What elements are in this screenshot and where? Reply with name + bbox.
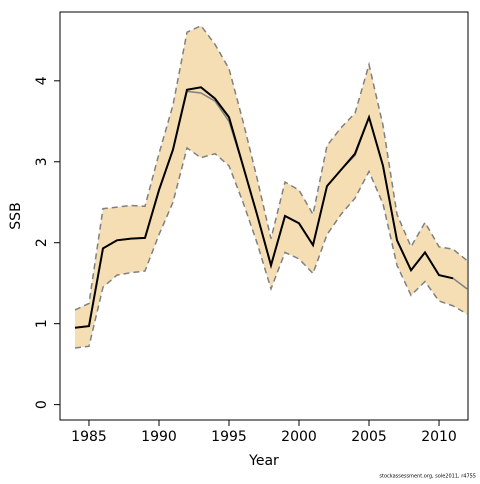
series-line: [74, 86, 454, 329]
x-axis-label: Year: [248, 453, 279, 469]
y-axis-label: SSB: [8, 202, 24, 229]
y-tick-label: 1: [34, 319, 50, 328]
y-tick-label: 0: [34, 400, 50, 409]
y-tick-label: 4: [34, 76, 50, 85]
footnote: stockassessment.org, sole2011, r4755: [379, 474, 476, 480]
plot-frame: [59, 11, 469, 421]
y-tick-label: 2: [34, 238, 50, 247]
x-tick-label: 2005: [351, 429, 387, 445]
x-tick-label: 1985: [71, 429, 107, 445]
x-tick-label: 2010: [421, 429, 457, 445]
series-line: [74, 146, 468, 349]
y-tick-label: 3: [34, 157, 50, 166]
x-tick-label: 1990: [141, 429, 177, 445]
series-line: [74, 24, 468, 311]
x-tick-label: 2000: [281, 429, 317, 445]
confidence-band: [74, 25, 468, 348]
x-tick-label: 1995: [211, 429, 247, 445]
